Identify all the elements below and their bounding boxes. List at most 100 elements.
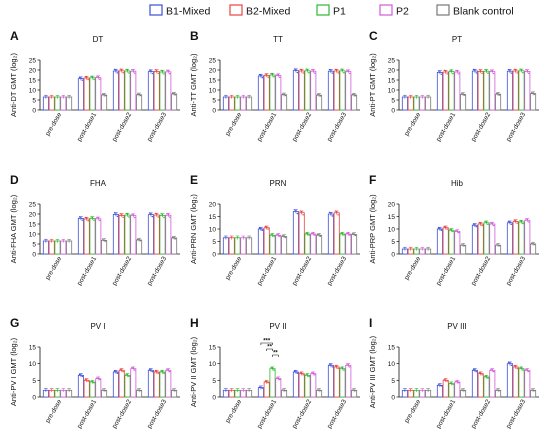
data-point [331,366,333,368]
data-point [531,242,533,245]
bar-p1 [339,70,346,111]
data-point [507,220,510,223]
y-tick-label: 5 [212,98,216,105]
data-point [174,94,177,96]
data-point [308,72,310,74]
data-point [520,367,523,369]
x-tick-label: post-dose2 [291,111,313,143]
data-point [115,370,117,373]
bar-p2 [130,70,137,111]
data-point [520,220,523,222]
bar-b2-mixed [83,77,90,111]
data-point [353,93,355,96]
y-tick-label: 20 [209,202,217,209]
bar-b1-mixed [327,70,334,111]
legend-label: B2-Mixed [246,6,291,18]
data-point [154,370,156,372]
bar-b2-mixed [83,218,90,255]
significance-label: *** [263,339,271,345]
data-point [293,68,296,70]
data-point [80,77,82,79]
data-point [102,239,104,241]
data-point [132,367,134,369]
data-point [445,226,447,228]
y-tick-label: 0 [32,252,36,259]
y-tick-label: 10 [388,88,396,95]
data-point [284,389,287,392]
bar-b1-mixed [257,75,264,111]
data-point [485,375,488,378]
data-point [97,76,100,78]
data-point [498,389,501,392]
data-point [478,372,480,374]
data-point [156,213,158,215]
panel-title: PT [452,35,462,44]
bar-b1-mixed [327,364,334,398]
data-point [104,240,107,242]
bar-p1 [159,214,166,255]
x-tick-label: post-dose1 [76,255,98,287]
panel-letter: A [10,29,19,43]
data-point [134,72,136,74]
y-tick-label: 5 [391,98,395,105]
y-axis-label: Anti-PT GMT (log₂) [368,53,377,117]
data-point [484,68,486,71]
data-point [334,68,336,71]
data-point [458,73,460,75]
data-point [279,76,281,79]
bar-p1 [448,229,455,255]
bar-p2 [489,71,496,111]
data-point [148,212,151,214]
data-point [137,93,139,95]
bar-p1 [159,71,166,111]
data-point [284,94,287,97]
bar-p1 [413,96,420,111]
data-point [258,73,261,76]
data-point [491,222,493,224]
data-point [277,234,279,236]
data-point [352,93,354,96]
data-point [282,235,284,237]
data-point [266,226,268,228]
data-point [174,238,177,240]
data-point [161,213,164,216]
y-tick-label: 10 [209,361,217,368]
data-point [161,70,164,72]
panel-C: C PT Anti-PT GMT (log₂) 0 5 10 15 20 25 pre-dose p… [368,29,539,143]
data-point [96,216,98,219]
bar-p2 [489,369,496,398]
data-point [121,213,123,216]
data-point [480,222,482,224]
data-point [461,93,463,95]
data-point [169,73,171,75]
data-point [328,211,331,214]
y-tick-label: 15 [388,214,396,221]
data-point [86,76,88,78]
data-point [299,68,301,71]
bar-b1-mixed [292,211,299,255]
data-point [456,380,458,383]
bar-b1-mixed [506,222,513,255]
y-axis-label: Anti-PRP GMT (log₂) [368,194,377,264]
data-point [449,69,451,71]
data-point [496,244,498,246]
data-point [346,69,348,71]
data-point [493,370,495,373]
data-point [173,92,175,95]
bar-b1-mixed [222,96,229,111]
data-point [150,212,152,215]
y-tick-label: 0 [212,108,216,115]
data-point [484,220,486,223]
legend-label: B1-Mixed [166,6,211,18]
x-tick-label: post-dose1 [435,255,457,287]
data-point [161,370,164,373]
y-tick-label: 10 [29,88,37,95]
bar-b1-mixed [77,374,84,398]
x-tick-label: pre-dose [224,255,243,281]
data-point [271,73,274,75]
x-tick-label: post-dose1 [76,111,98,143]
y-tick-label: 10 [388,227,396,234]
bar-b1-mixed [436,228,443,255]
data-point [452,72,454,75]
x-tick-label: post-dose2 [111,255,133,287]
